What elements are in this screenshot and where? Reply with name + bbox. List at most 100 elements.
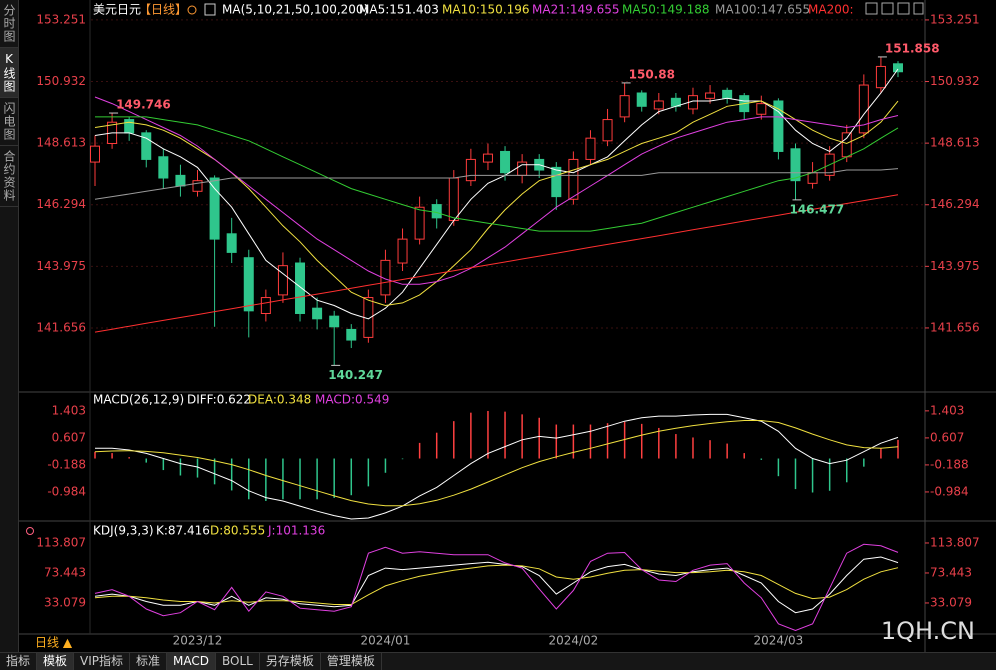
y-tick-label: -0.188: [930, 457, 969, 471]
period-label[interactable]: 日线 ▲: [35, 636, 73, 650]
candle-body: [431, 204, 442, 219]
y-tick-label: -0.984: [930, 484, 969, 498]
indicator-line: [94, 96, 899, 285]
y-tick-label: 148.613: [930, 136, 980, 150]
y-tick-label: 141.656: [36, 320, 86, 334]
candle-body: [414, 206, 425, 240]
candle-body: [448, 177, 459, 222]
candle-body: [568, 158, 579, 200]
candle-body: [465, 158, 476, 182]
x-tick-label: 2024/03: [753, 634, 803, 648]
indicator-label: MA(5,10,21,50,100,200): [222, 3, 368, 17]
candle-body: [124, 119, 135, 134]
indicator-line: [94, 194, 899, 333]
candle-body: [158, 156, 169, 179]
extreme-label: 140.247: [328, 368, 383, 382]
chart: 美元日元 【日线】 MA(5,10,21,50,100,200) MACD(26…: [19, 0, 996, 652]
watermark: 1QH.CN: [881, 617, 975, 645]
candle-body: [619, 95, 630, 118]
y-tick-label: 150.932: [36, 74, 86, 88]
extreme-label: 146.477: [789, 202, 844, 216]
y-tick-label: 0.607: [930, 430, 964, 444]
candle-body: [705, 92, 716, 99]
indicator-line: [95, 413, 899, 520]
legend-entry: DIFF:0.622: [187, 393, 251, 407]
candle-body: [243, 257, 254, 312]
candle-body: [653, 100, 664, 110]
extreme-label: 149.746: [116, 98, 171, 112]
candle-body: [807, 172, 818, 184]
candle-body: [500, 150, 511, 174]
candle-body: [329, 315, 340, 328]
candle-body: [585, 137, 596, 160]
candle-body: [875, 65, 886, 89]
y-tick-label: 148.613: [36, 136, 86, 150]
y-tick-label: 146.294: [36, 197, 86, 211]
candle-body: [517, 161, 528, 176]
tab[interactable]: MACD: [167, 653, 217, 670]
tab[interactable]: 指标: [0, 653, 38, 670]
sidebar: 分时图 K线图 闪电图 合约资料: [0, 0, 19, 652]
candle-body: [346, 328, 357, 341]
tab[interactable]: 另存模板: [260, 653, 321, 670]
candle-body: [773, 100, 784, 152]
candle-body: [295, 262, 306, 314]
indicator-line: [94, 564, 899, 605]
candle-body: [192, 180, 203, 192]
candle-body: [636, 92, 647, 107]
sidebar-tab[interactable]: K线图: [0, 48, 18, 98]
window-icons: [865, 2, 924, 15]
candle-body: [756, 103, 767, 115]
candle-body: [841, 132, 852, 158]
sidebar-tab[interactable]: 合约资料: [0, 146, 18, 207]
candle-body: [90, 145, 100, 163]
y-tick-label: 73.443: [44, 565, 86, 579]
legend-entry: J:101.136: [267, 524, 325, 538]
candle-body: [722, 89, 733, 99]
tab[interactable]: 管理模板: [321, 653, 382, 670]
tab[interactable]: 标准: [130, 653, 168, 670]
indicator-line: [94, 420, 899, 507]
indicator-line: [94, 168, 899, 200]
y-tick-label: 1.403: [52, 403, 86, 417]
candle-body: [397, 238, 408, 264]
x-tick-label: 2023/12: [173, 634, 223, 648]
x-tick-label: 2024/01: [361, 634, 411, 648]
indicator-line: [94, 556, 899, 614]
legend-entry: DEA:0.348: [248, 393, 311, 407]
y-tick-label: 73.443: [930, 565, 972, 579]
indicator-label: KDJ(9,3,3): [93, 524, 154, 538]
candle-body: [226, 233, 237, 253]
y-tick-label: 1.403: [930, 403, 964, 417]
indicator-icon[interactable]: [26, 527, 34, 535]
y-tick-label: 0.607: [52, 430, 86, 444]
legend-entry: MA200:: [808, 3, 854, 17]
legend-entry: MA100:147.655: [715, 3, 810, 17]
candle-body: [551, 166, 562, 198]
tab[interactable]: 模板: [37, 653, 75, 670]
extreme-label: 151.858: [885, 41, 940, 55]
candle-body: [602, 119, 613, 142]
candle-body: [482, 153, 493, 163]
add-icon[interactable]: [187, 5, 197, 15]
y-tick-label: 113.807: [36, 535, 86, 549]
sidebar-tab[interactable]: 闪电图: [0, 98, 18, 146]
candle-body: [380, 259, 391, 296]
indicator-label: MACD(26,12,9): [93, 393, 184, 407]
candle-body: [312, 307, 323, 320]
candle-body: [175, 174, 186, 187]
y-tick-label: 33.079: [930, 595, 972, 609]
legend-entry: D:80.555: [210, 524, 265, 538]
settings-icon[interactable]: [204, 3, 216, 16]
tab[interactable]: BOLL: [216, 653, 260, 670]
legend-entry: MA5:151.403: [359, 3, 439, 17]
sidebar-tab[interactable]: 分时图: [0, 0, 18, 48]
candle-body: [790, 148, 801, 182]
y-tick-label: 150.932: [930, 74, 980, 88]
x-tick-label: 2024/02: [548, 634, 598, 648]
legend-entry: MA10:150.196: [442, 3, 530, 17]
y-tick-label: 153.251: [930, 12, 980, 26]
tab[interactable]: VIP指标: [74, 653, 131, 670]
chart-subtitle: 【日线】: [139, 3, 187, 17]
